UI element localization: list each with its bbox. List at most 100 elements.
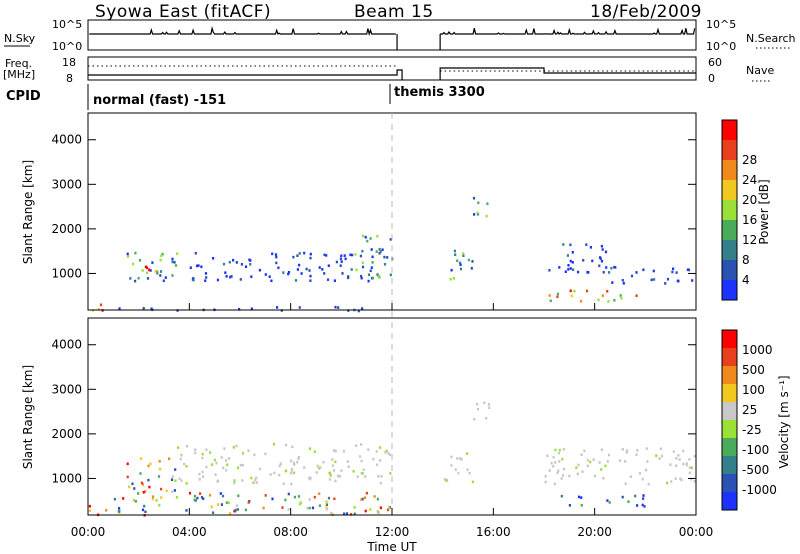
echo-cell xyxy=(211,463,214,466)
echo-cell xyxy=(569,289,572,293)
echo-cell xyxy=(466,452,469,455)
colorbar-tick-label: 500 xyxy=(742,363,765,377)
echo-cell xyxy=(118,507,121,510)
echo-cell xyxy=(677,454,680,457)
echo-cell xyxy=(292,471,296,475)
colorbar-swatch xyxy=(722,220,737,240)
echo-cell xyxy=(558,460,561,463)
echo-cell xyxy=(158,460,161,463)
echo-cell xyxy=(151,261,154,264)
echo-cell xyxy=(467,258,470,262)
echo-cell xyxy=(134,279,137,283)
echo-cell xyxy=(209,451,212,454)
echo-cell xyxy=(549,299,552,303)
echo-cell xyxy=(604,250,608,254)
echo-cell xyxy=(222,466,225,470)
echo-cell xyxy=(141,269,144,272)
echo-cell xyxy=(193,498,196,502)
echo-cell xyxy=(326,278,330,281)
echo-cell xyxy=(204,279,207,282)
echo-cell xyxy=(389,238,392,241)
echo-cell xyxy=(329,474,332,477)
echo-cell xyxy=(370,248,373,251)
echo-cell xyxy=(389,273,392,277)
echo-cell xyxy=(284,443,288,447)
x-axis-label: Time UT xyxy=(366,540,417,554)
echo-cell xyxy=(485,417,488,420)
echo-cell xyxy=(378,247,381,251)
echo-cell xyxy=(228,260,231,264)
echo-cell xyxy=(250,307,253,311)
echo-cell xyxy=(359,254,362,258)
echo-cell xyxy=(488,406,491,409)
echo-cell xyxy=(572,268,575,271)
echo-cell xyxy=(462,254,465,257)
echo-cell xyxy=(313,495,316,499)
echo-cell xyxy=(236,508,239,511)
echo-cell xyxy=(313,450,316,453)
echo-cell xyxy=(562,243,565,246)
echo-cell xyxy=(346,460,349,463)
echo-cell xyxy=(457,471,460,475)
echo-cell xyxy=(333,497,336,501)
echo-cell xyxy=(323,272,326,275)
echo-cell xyxy=(671,270,674,274)
echo-cell xyxy=(309,256,312,260)
echo-cell xyxy=(388,506,391,510)
echo-cell xyxy=(680,478,683,482)
echo-cell xyxy=(327,496,331,500)
echo-cell xyxy=(564,270,567,273)
echo-cell xyxy=(287,271,291,274)
echo-cell xyxy=(244,508,247,512)
echo-cell xyxy=(343,254,346,257)
echo-cell xyxy=(548,294,551,297)
echo-cell xyxy=(552,455,555,459)
echo-cell xyxy=(326,507,329,511)
echo-cell xyxy=(607,300,610,303)
echo-cell xyxy=(205,276,208,279)
echo-cell xyxy=(635,271,638,274)
echo-cell xyxy=(389,472,392,475)
echo-cell xyxy=(297,456,301,459)
echo-cell xyxy=(645,468,648,472)
echo-cell xyxy=(290,482,293,486)
echo-cell xyxy=(270,279,273,283)
echo-cell xyxy=(194,252,197,255)
echo-cell xyxy=(634,494,637,498)
echo-cell xyxy=(325,503,328,506)
echo-cell xyxy=(299,501,302,504)
echo-cell xyxy=(351,253,354,257)
echo-cell xyxy=(377,475,380,478)
echo-cell xyxy=(476,403,479,406)
echo-cell xyxy=(149,269,152,272)
echo-cell xyxy=(613,299,616,302)
echo-cell xyxy=(337,306,340,309)
echo-cell xyxy=(331,458,334,461)
echo-cell xyxy=(675,271,678,274)
echo-cell xyxy=(666,277,670,281)
echo-cell xyxy=(388,453,392,457)
echo-cell xyxy=(161,252,164,256)
echo-cell xyxy=(281,506,284,509)
echo-cell xyxy=(139,472,142,475)
echo-cell xyxy=(334,449,337,453)
colorbar-tick-label: -1000 xyxy=(742,483,777,497)
echo-cell xyxy=(456,259,459,263)
echo-cell xyxy=(450,268,453,272)
velocity-cbar-label: Velocity [m s⁻¹] xyxy=(777,375,791,468)
date-title: 18/Feb/2009 xyxy=(590,2,702,22)
echo-cell xyxy=(131,482,134,486)
echo-cell xyxy=(606,499,609,502)
echo-cell xyxy=(298,252,301,255)
echo-cell xyxy=(309,274,312,278)
echo-cell xyxy=(122,497,125,500)
echo-cell xyxy=(370,266,373,269)
colorbar-swatch xyxy=(722,120,737,140)
echo-cell xyxy=(621,448,624,451)
echo-cell xyxy=(620,297,623,300)
echo-cell xyxy=(268,275,271,278)
x-tick-label: 08:00 xyxy=(273,525,308,539)
echo-cell xyxy=(601,248,604,251)
echo-cell xyxy=(134,251,137,255)
echo-cell xyxy=(552,464,555,468)
